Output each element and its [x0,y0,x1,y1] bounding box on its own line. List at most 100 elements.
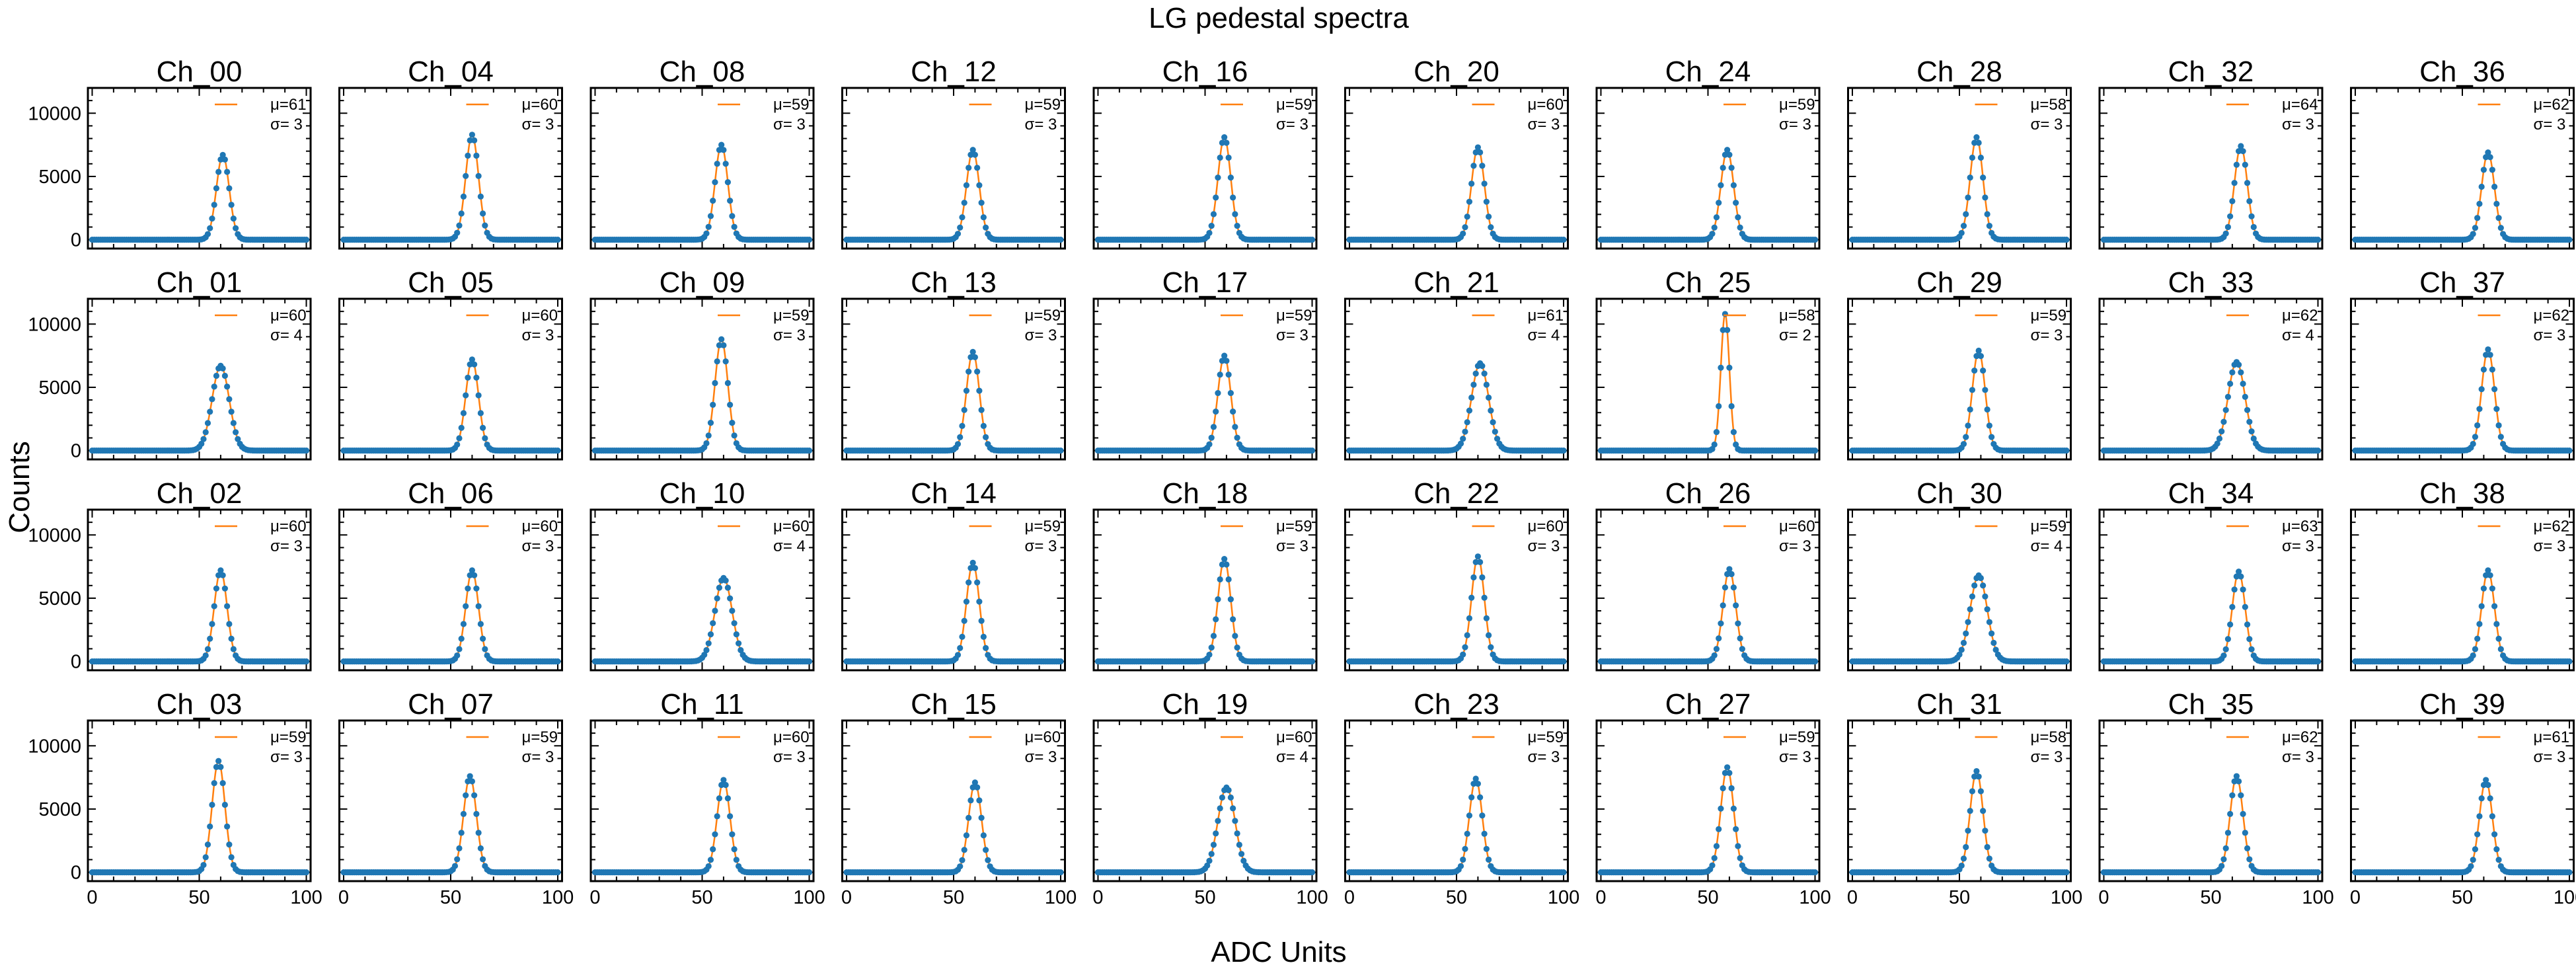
x-tick-label: 0 [87,887,97,908]
data-point [204,646,211,652]
data-point [1960,639,1967,646]
axes-frame [87,297,312,461]
data-point [228,854,235,861]
data-point [731,432,738,439]
data-point [2244,407,2251,413]
data-point [1466,615,1473,621]
data-point [2474,215,2481,221]
legend-mu: μ=61 [1528,307,1564,325]
data-point [2231,586,2238,593]
gaussian-fit-line [595,577,810,662]
data-point [961,617,967,624]
data-point [1227,596,1234,603]
y-tick-label: 10000 [28,736,81,757]
x-tick-label: 0 [589,887,600,908]
axes-frame [841,87,1066,250]
data-point [454,856,461,863]
legend-sigma: σ= 3 [1025,116,1057,134]
data-point [738,646,744,654]
data-point [482,435,488,442]
data-point [806,237,813,243]
data-point [465,152,471,159]
data-point [1722,584,1729,591]
data-point [219,780,226,787]
data-point [1481,370,1488,377]
legend-sigma: σ= 3 [2282,537,2314,555]
data-point [1728,403,1735,410]
gaussian-fit-line [92,153,307,241]
data-point [207,409,213,415]
data-point [967,565,974,572]
data-point [1483,198,1490,205]
data-point [465,778,471,785]
data-point [1965,422,1971,429]
data-point [2480,585,2487,592]
legend-mu: μ=60 [1528,518,1564,535]
data-point [1460,436,1466,442]
panel-title: Ch_14 [911,477,997,510]
data-point [976,598,983,605]
data-point [1965,194,1971,201]
data-point [1472,149,1479,156]
data-point [727,198,734,204]
data-point [202,854,209,861]
data-point [1560,237,1567,243]
panel-ch-26: Ch_26 μ=60 σ= 3 [1595,477,1821,672]
data-point [215,572,222,578]
legend-sigma: σ= 4 [1528,327,1560,344]
data-point [983,224,989,231]
data-point [2238,573,2244,580]
gaussian-fit-line [846,561,1061,662]
data-point [1208,434,1215,441]
data-point [451,863,459,869]
data-point [1973,134,1980,141]
panel-title: Ch_08 [660,56,745,88]
data-point [1464,214,1470,220]
data-point [1716,200,1722,206]
data-point [2242,604,2248,610]
data-point [2472,225,2479,231]
data-point [554,237,561,243]
data-point [226,396,233,403]
gaussian-fit-line [1098,354,1312,451]
data-point [1227,175,1234,181]
data-point [465,585,471,592]
data-point [974,165,981,171]
data-point [221,585,228,592]
data-point [1711,224,1718,231]
data-point [1956,651,1963,658]
panel-title: Ch_12 [911,56,997,88]
data-point [213,585,220,592]
data-point [1210,211,1217,217]
data-point [2480,167,2487,173]
axes-frame [1092,508,1318,672]
data-point [971,565,978,572]
data-point [1462,428,1468,435]
data-point [954,231,962,237]
data-point [2063,448,2070,454]
panel-title: Ch_33 [2168,266,2254,299]
data-point [710,620,716,627]
data-point [978,407,985,413]
data-point [703,440,710,447]
data-point [1718,364,1724,371]
data-point [1560,658,1567,665]
legend-sigma: σ= 4 [773,537,806,555]
data-point [1225,576,1232,583]
legend-mu: μ=60 [1779,518,1815,535]
data-point [729,607,736,614]
panel-title: Ch_32 [2168,56,2254,88]
gaussian-fit-line [1601,568,1815,662]
legend-mu: μ=60 [522,307,558,325]
axes-frame [841,508,1066,672]
data-point [806,448,813,454]
legend-mu: μ=60 [522,96,558,114]
data-point [1210,633,1217,639]
axes-frame [1595,87,1821,250]
data-point [1989,434,1995,440]
data-point [473,374,480,381]
data-point [724,178,731,186]
figure-title: LG pedestal spectra [1149,2,1409,34]
data-point [460,810,467,818]
